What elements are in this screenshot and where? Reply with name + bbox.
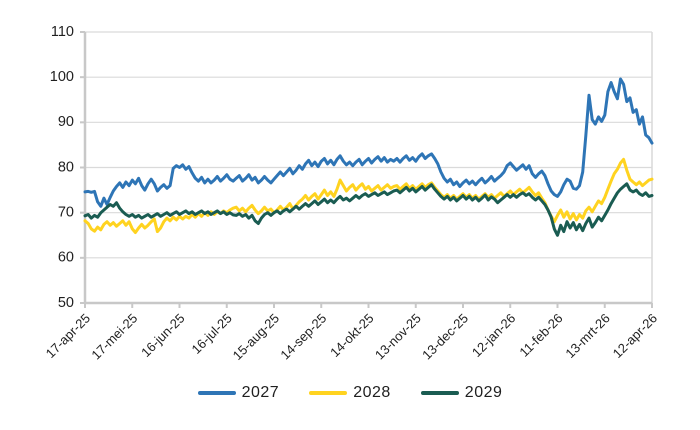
y-tick-label: 80	[58, 159, 74, 175]
y-tick-label: 60	[58, 250, 74, 266]
legend-item-2027: 2027	[197, 384, 280, 402]
series-line-2027	[83, 77, 654, 208]
legend-item-2029: 2029	[420, 384, 503, 402]
y-tick-label: 70	[58, 204, 74, 220]
x-tick-label: 16-jun-25	[138, 311, 187, 360]
x-tick-label: 17-apr-25	[43, 311, 93, 361]
axis-labels: 50 60 70 80 90 100 110 17-apr-2517-mei-2516-jun…	[43, 24, 660, 363]
legend-label-2028: 2028	[353, 384, 391, 401]
x-tick-label: 12-jan-26	[469, 311, 518, 360]
x-tick-label: 15-aug-25	[230, 311, 283, 364]
x-tick-label: 13-dec-25	[419, 311, 471, 363]
x-tick-label: 12-apr-26	[610, 311, 660, 361]
y-tick-label: 90	[58, 114, 74, 130]
series-line-2029	[83, 182, 654, 237]
legend-label-2027: 2027	[241, 384, 280, 401]
series-lines	[83, 77, 654, 237]
axes	[80, 31, 653, 308]
legend-label-2029: 2029	[464, 384, 503, 401]
legend-line-2027-swatch	[197, 391, 236, 395]
x-tick-label: 13-nov-25	[372, 311, 424, 363]
legend-line-2028-swatch	[309, 391, 348, 395]
chart-legend: 2027 2028 2029	[0, 384, 700, 402]
series-line-2028	[83, 157, 654, 234]
y-tick-label: 50	[58, 295, 74, 311]
gridlines	[85, 31, 653, 303]
x-tick-label: 14-okt-25	[327, 311, 376, 360]
x-tick-label: 14-sep-25	[277, 311, 329, 363]
y-tick-label: 100	[50, 69, 74, 85]
legend-item-2028: 2028	[309, 384, 391, 402]
y-tick-label: 110	[51, 24, 74, 40]
x-tick-label: 11-feb-26	[516, 311, 565, 360]
legend-line-2029-swatch	[420, 391, 459, 395]
x-tick-label: 17-mei-25	[88, 311, 140, 363]
x-tick-label: 16-jul-25	[188, 311, 234, 357]
x-tick-label: 13-mrt-26	[562, 311, 612, 361]
